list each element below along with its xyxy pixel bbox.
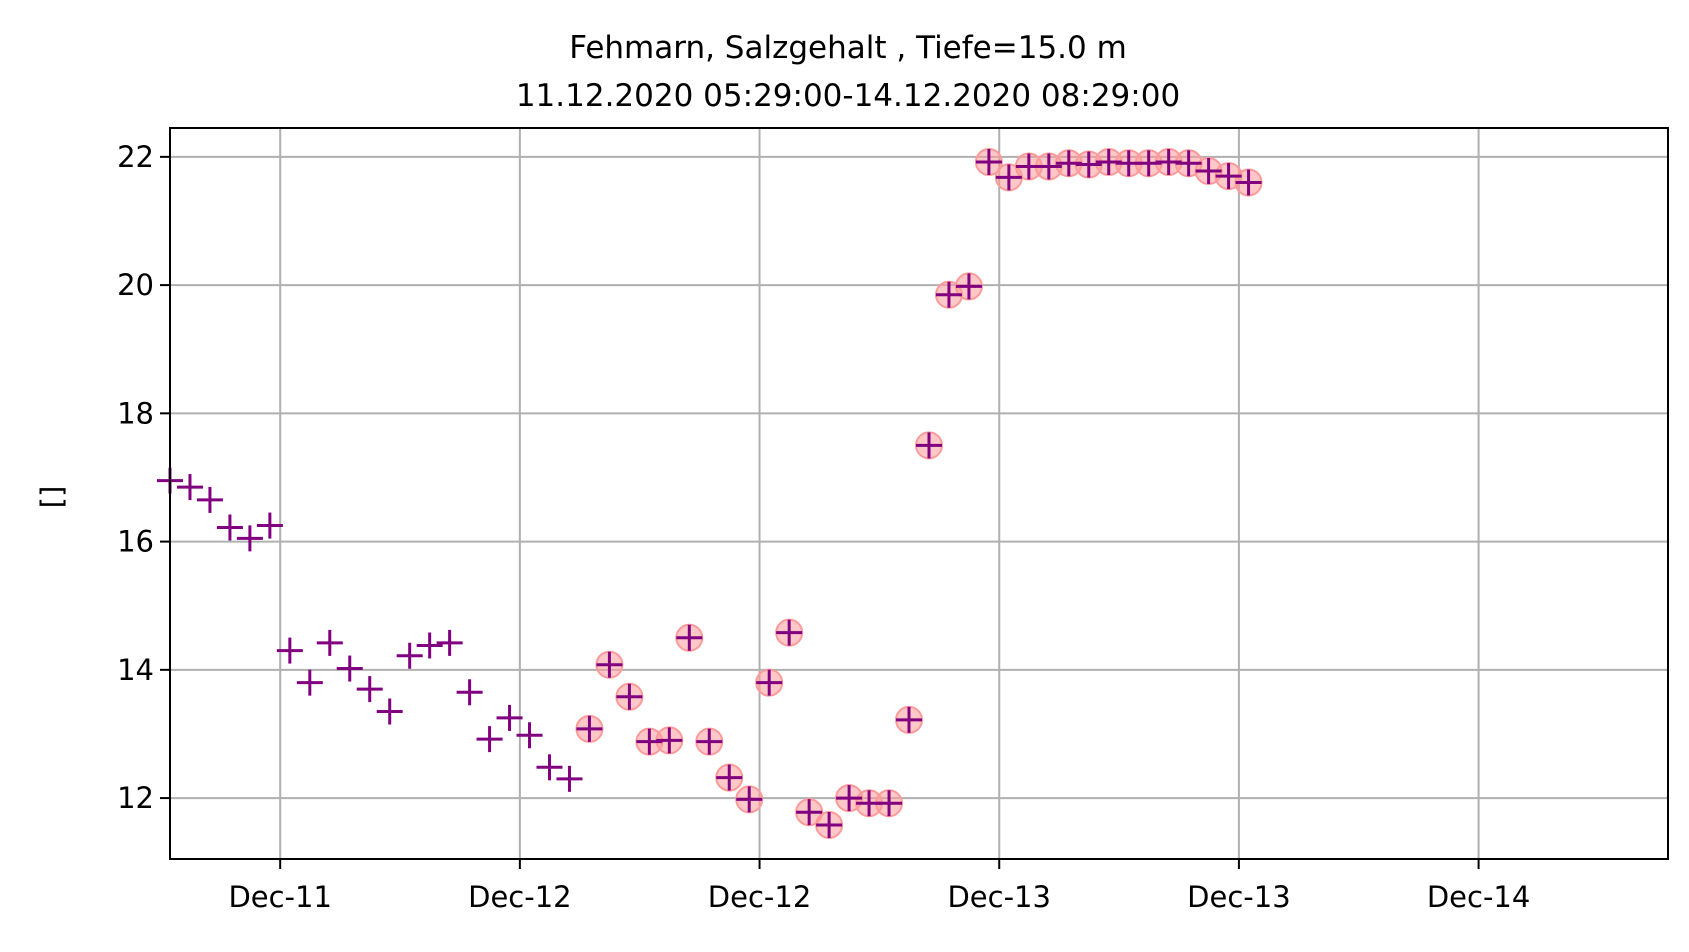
data-point — [356, 676, 383, 703]
data-point — [816, 812, 843, 839]
y-tick-label: 14 — [117, 653, 154, 687]
data-point — [216, 514, 243, 541]
data-point — [376, 698, 403, 725]
data-point — [1215, 163, 1242, 190]
data-point — [176, 474, 203, 501]
data-point — [1035, 153, 1062, 180]
data-point — [596, 651, 623, 678]
data-point — [516, 722, 543, 749]
data-point — [756, 669, 783, 696]
data-point — [296, 669, 323, 696]
data-point — [716, 764, 743, 791]
data-point — [616, 683, 643, 710]
data-point — [276, 637, 303, 664]
chart-subtitle: 11.12.2020 05:29:00-14.12.2020 08:29:00 — [516, 78, 1180, 114]
x-tick-label: Dec-13 — [1187, 880, 1290, 914]
data-point — [496, 704, 523, 731]
data-point — [436, 629, 463, 656]
y-tick-label: 18 — [117, 396, 154, 430]
x-tick-label: Dec-14 — [1427, 880, 1530, 914]
data-point — [736, 786, 763, 813]
data-point — [256, 512, 283, 539]
x-tick-label: Dec-11 — [228, 880, 331, 914]
data-point — [196, 486, 223, 513]
data-point — [696, 728, 723, 755]
data-point — [935, 281, 962, 308]
data-point — [416, 632, 443, 659]
data-point — [1175, 150, 1202, 177]
x-tick-label: Dec-12 — [708, 880, 811, 914]
data-point — [236, 525, 263, 552]
y-tick-label: 20 — [117, 268, 154, 302]
chart-title: Fehmarn, Salzgehalt , Tiefe=15.0 m — [569, 30, 1127, 66]
data-point — [796, 799, 823, 826]
data-point — [556, 765, 583, 792]
plot-frame — [169, 127, 1669, 860]
data-point — [1235, 169, 1262, 196]
y-tick-label: 12 — [117, 781, 154, 815]
data-point — [476, 726, 503, 753]
y-axis-label: [] — [35, 486, 69, 509]
y-tick-label: 22 — [117, 140, 154, 174]
data-point — [876, 790, 903, 817]
data-point — [1195, 157, 1222, 184]
data-point — [995, 164, 1022, 191]
highlight-markers — [575, 147, 1263, 840]
x-tick-label: Dec-13 — [947, 880, 1050, 914]
data-point — [656, 727, 683, 754]
x-axis-ticks: Dec-11 Dec-12 Dec-12 Dec-13 Dec-13 Dec-14 — [228, 859, 1530, 914]
data-point — [896, 706, 923, 733]
data-point — [955, 273, 982, 300]
grid-lines — [170, 128, 1668, 859]
data-point — [576, 715, 603, 742]
x-tick-label: Dec-12 — [468, 880, 571, 914]
data-point — [975, 148, 1002, 175]
data-point — [836, 785, 863, 812]
data-point — [456, 679, 483, 706]
data-point — [1075, 151, 1102, 178]
data-point — [536, 754, 563, 781]
data-points — [157, 148, 1262, 839]
data-point — [915, 432, 942, 459]
data-point — [316, 629, 343, 656]
data-point — [336, 655, 363, 682]
y-axis-ticks: 12 14 16 18 20 22 — [117, 140, 170, 815]
data-point — [396, 642, 423, 669]
data-point — [676, 624, 703, 651]
y-tick-label: 16 — [117, 525, 154, 559]
data-point — [776, 619, 803, 646]
